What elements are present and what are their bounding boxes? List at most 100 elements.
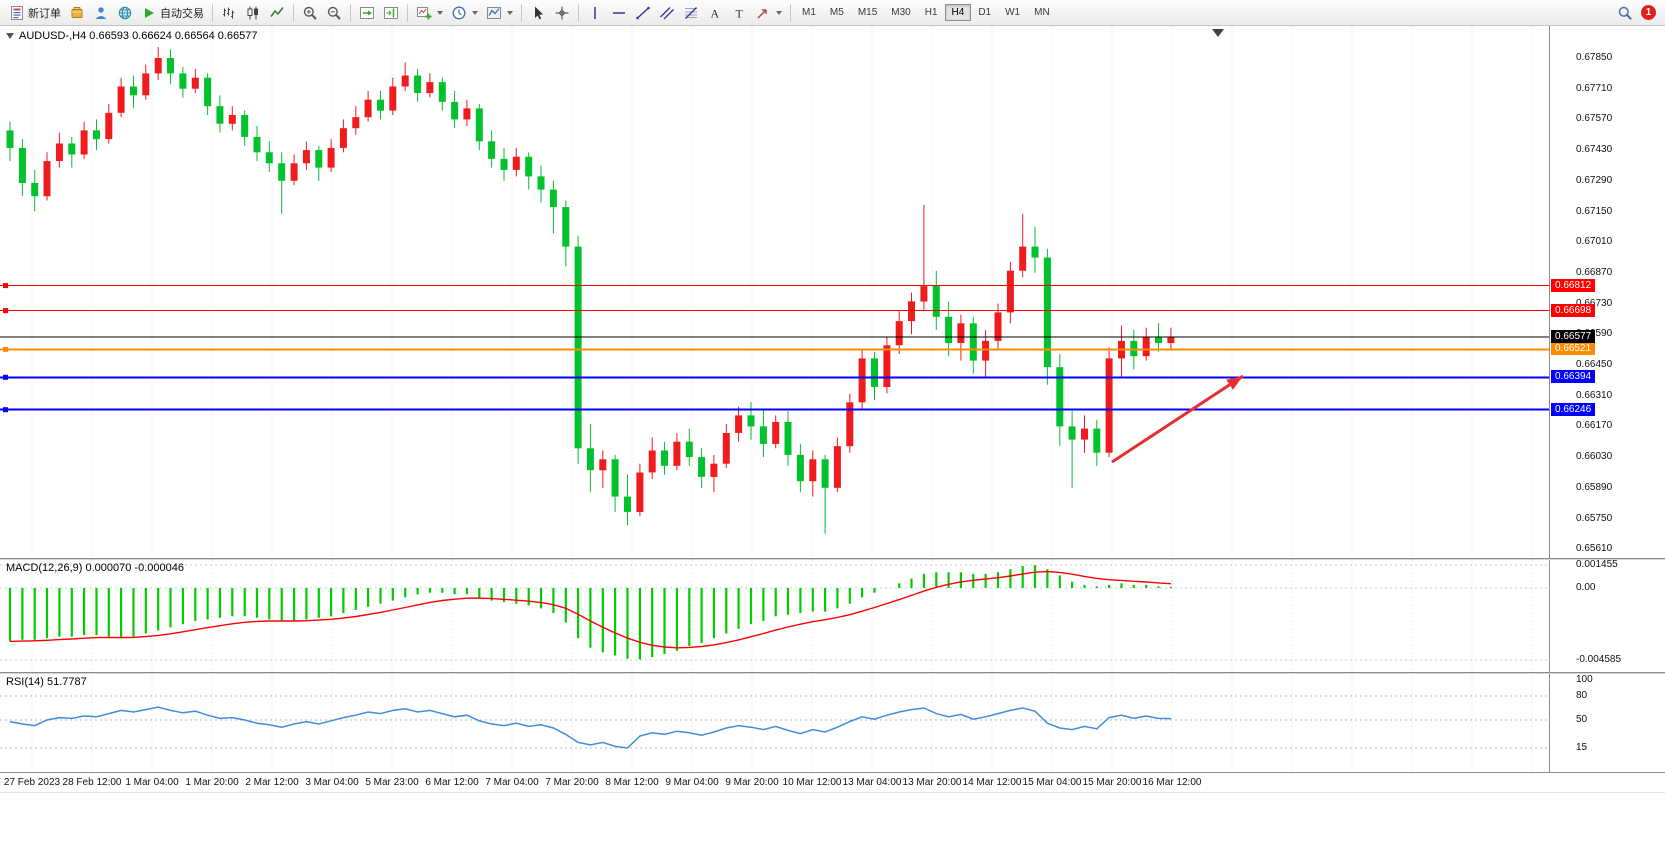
price-axis[interactable]: 0.67850 0.67710 0.67570 0.67430 0.67290 0.671…	[1549, 26, 1665, 558]
chart-shift-button[interactable]	[379, 1, 403, 24]
candles-chart-icon	[245, 5, 261, 21]
time-axis[interactable]: 27 Feb 2023 28 Feb 12:00 1 Mar 04:00 1 Mar …	[0, 772, 1665, 792]
price-tag: 0.66577	[1551, 330, 1596, 344]
dropdown-arrow-icon[interactable]	[507, 10, 513, 15]
time-axis-label: 14 Mar 12:00	[962, 777, 1022, 788]
candle-body	[772, 422, 780, 444]
line-anchor-handle[interactable]	[3, 308, 8, 314]
bar-chart-button[interactable]	[217, 1, 241, 24]
price-panel[interactable]: AUDUSD-,H4 0.66593 0.66624 0.66564 0.665…	[0, 26, 1549, 558]
toolbar-right: 1	[1617, 5, 1660, 21]
timeframe-m5-button[interactable]: M5	[829, 7, 844, 18]
timeframe-d1-button[interactable]: D1	[978, 7, 992, 18]
candle-body	[105, 112, 113, 140]
candle-body	[80, 130, 88, 155]
trend-arrow-head[interactable]	[1226, 376, 1243, 390]
candle-body	[130, 86, 137, 96]
channel-button[interactable]	[655, 1, 679, 24]
macd-signal-line	[9, 570, 1171, 649]
svg-text:A: A	[711, 6, 720, 20]
timeframe-m30-button[interactable]: M30	[891, 7, 911, 18]
candle-body	[833, 446, 841, 488]
candle-body	[784, 422, 792, 455]
autotrading-button[interactable]: 自动交易	[137, 1, 208, 24]
rsi-panel[interactable]: RSI(14) 51.7787	[0, 674, 1549, 772]
trendline-icon	[635, 5, 651, 21]
periods-button[interactable]	[447, 1, 482, 24]
arrows-button[interactable]	[751, 1, 786, 24]
candlestick-chart[interactable]	[0, 26, 1549, 558]
price-axis-tick: 0.66170	[1576, 420, 1613, 432]
price-axis-tick: 0.66310	[1576, 389, 1613, 401]
notification-badge[interactable]: 1	[1641, 5, 1656, 20]
navigator-button[interactable]	[89, 1, 113, 24]
auto-scroll-button[interactable]	[355, 1, 379, 24]
rsi-chart[interactable]	[0, 674, 1549, 772]
candle-body	[191, 77, 199, 89]
price-axis-tick: 0.66730	[1576, 298, 1612, 309]
text-label-button[interactable]: T	[727, 1, 751, 24]
line-anchor-handle[interactable]	[3, 283, 8, 289]
search-icon[interactable]	[1617, 5, 1633, 21]
candlestick-chart-button[interactable]	[241, 1, 265, 24]
timeframe-m1-button[interactable]: M1	[802, 7, 816, 18]
fibonacci-button[interactable]	[679, 1, 703, 24]
line-anchor-handle[interactable]	[3, 346, 8, 352]
dropdown-arrow-icon[interactable]	[437, 10, 443, 15]
crosshair-button[interactable]	[550, 1, 574, 24]
templates-button[interactable]	[482, 1, 517, 24]
vertical-line-button[interactable]	[583, 1, 607, 24]
svg-text:T: T	[736, 6, 744, 20]
line-chart-button[interactable]	[265, 1, 289, 24]
toolbar-separator	[521, 3, 522, 22]
candle-body	[228, 115, 236, 124]
macd-axis-tick: -0.004585	[1576, 653, 1622, 665]
text-button[interactable]: A	[703, 1, 727, 24]
market-watch-button[interactable]	[65, 1, 89, 24]
vline-icon	[587, 5, 603, 21]
panel-splitter[interactable]	[0, 558, 1665, 560]
new-order-button[interactable]: 新订单	[5, 1, 65, 24]
candle-body	[908, 301, 915, 322]
price-axis-tick: 0.67850	[1576, 52, 1613, 63]
cursor-button[interactable]	[526, 1, 550, 24]
trend-arrow-annotation[interactable]	[1111, 374, 1244, 464]
candle-body	[759, 426, 767, 444]
dropdown-arrow-icon[interactable]	[472, 10, 478, 15]
line-anchor-handle[interactable]	[3, 407, 8, 413]
clock-icon	[451, 5, 467, 21]
line-anchor-handle[interactable]	[3, 374, 8, 380]
one-click-expander-icon[interactable]	[6, 33, 14, 39]
macd-panel[interactable]: MACD(12,26,9) 0.000070 -0.000046	[0, 560, 1549, 672]
candle-body	[68, 143, 76, 155]
timeframe-h4-button[interactable]: H4	[944, 4, 972, 21]
horizontal-line-button[interactable]	[607, 1, 631, 24]
candle-body	[401, 75, 409, 87]
time-axis-label: 13 Mar 20:00	[902, 777, 962, 788]
macd-label: MACD(12,26,9) 0.000070 -0.000046	[6, 562, 184, 574]
hline-icon	[611, 5, 627, 21]
candle-body	[1056, 367, 1064, 427]
globe-icon	[117, 5, 133, 21]
rsi-axis[interactable]: 100 80 50 15	[1549, 674, 1665, 772]
timeframe-m15-button[interactable]: M15	[857, 7, 878, 18]
time-axis-label: 1 Mar 04:00	[125, 777, 179, 788]
candle-body	[722, 433, 730, 464]
panel-splitter[interactable]	[0, 672, 1665, 674]
timeframe-w1-button[interactable]: W1	[1005, 7, 1021, 18]
macd-axis[interactable]: 0.001455 0.00 -0.004585	[1549, 560, 1665, 672]
zoom-out-button[interactable]	[322, 1, 346, 24]
zoom-in-button[interactable]	[298, 1, 322, 24]
candle-body	[883, 345, 891, 387]
timeframe-h1-button[interactable]: H1	[924, 7, 938, 18]
scroll-end-marker-icon[interactable]	[1212, 29, 1224, 37]
candle-body	[685, 441, 693, 458]
dropdown-arrow-icon[interactable]	[776, 10, 782, 15]
timeframe-mn-button[interactable]: MN	[1034, 7, 1050, 18]
macd-chart[interactable]	[0, 560, 1549, 672]
price-tag: 0.66812	[1551, 278, 1596, 292]
trendline-button[interactable]	[631, 1, 655, 24]
candle-body	[821, 459, 829, 488]
web-terminal-button[interactable]	[113, 1, 137, 24]
new-chart-button[interactable]	[412, 1, 447, 24]
